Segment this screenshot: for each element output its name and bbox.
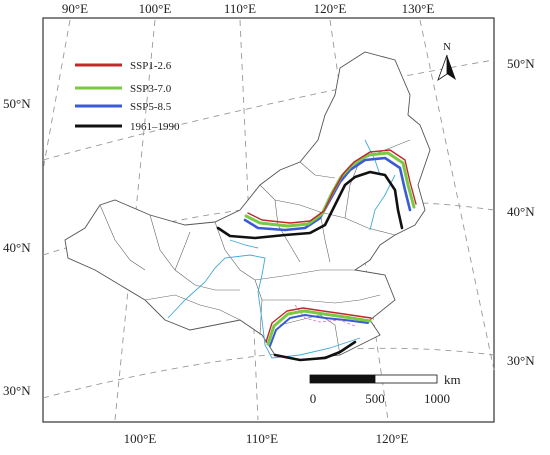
right-latitude-labels: 50°N 40°N 30°N [507, 56, 535, 368]
meridian-90 [42, 19, 71, 171]
legend-label-historical: 1961–1990 [130, 121, 180, 133]
lon-bottom-100: 100°E [124, 431, 157, 446]
band-south-ssp585 [269, 314, 369, 347]
scale-tick-1000: 1000 [424, 391, 450, 406]
top-longitude-labels: 90°E 100°E 110°E 120°E 130°E [62, 1, 434, 16]
lat-left-30: 30°N [3, 383, 31, 398]
southern-bands [265, 307, 372, 362]
north-arrow-icon [447, 55, 456, 80]
map-frame [42, 17, 495, 423]
lon-top-120: 120°E [314, 1, 347, 16]
scale-tick-500: 500 [365, 391, 385, 406]
lon-top-110: 110°E [224, 1, 256, 16]
lat-right-30: 30°N [507, 353, 535, 368]
lat-left-50: 50°N [3, 96, 31, 111]
bottom-longitude-labels: 100°E 110°E 120°E [124, 431, 409, 446]
lon-top-90: 90°E [62, 1, 88, 16]
meridian-130 [419, 19, 495, 371]
lon-bottom-110: 110°E [246, 431, 278, 446]
lon-top-100: 100°E [139, 1, 172, 16]
legend-label-ssp585: SSP5-8.5 [130, 101, 172, 113]
legend-label-ssp370: SSP3-7.0 [130, 83, 172, 95]
basin-line [294, 304, 356, 327]
lon-bottom-120: 120°E [376, 431, 409, 446]
scale-tick-0: 0 [310, 391, 317, 406]
legend: SSP1-2.6 SSP3-7.0 SSP5-8.5 1961–1990 [75, 60, 180, 133]
band-north-ssp126 [247, 149, 417, 224]
band-south-ssp370 [266, 309, 372, 346]
north-arrow-label: N [443, 41, 451, 53]
region-outline [64, 51, 431, 361]
north-arrow: N [437, 41, 456, 82]
band-south-historical [273, 340, 357, 362]
band-north-historical [216, 170, 404, 240]
band-south-ssp126 [265, 307, 372, 343]
lat-right-40: 40°N [507, 204, 535, 219]
scale-unit: km [444, 372, 461, 387]
lat-right-50: 50°N [507, 56, 535, 71]
northern-bands [216, 149, 417, 240]
scale-bar-white-segment [374, 374, 438, 384]
scale-bar-black-segment [309, 374, 376, 384]
legend-label-ssp126: SSP1-2.6 [130, 60, 172, 72]
left-latitude-labels: 50°N 40°N 30°N [3, 96, 31, 398]
scale-bar: km 0 500 1000 [309, 372, 461, 406]
parallel-50 [42, 59, 495, 161]
lat-left-40: 40°N [3, 240, 31, 255]
lon-top-130: 130°E [402, 1, 435, 16]
band-north-ssp585 [243, 156, 412, 232]
